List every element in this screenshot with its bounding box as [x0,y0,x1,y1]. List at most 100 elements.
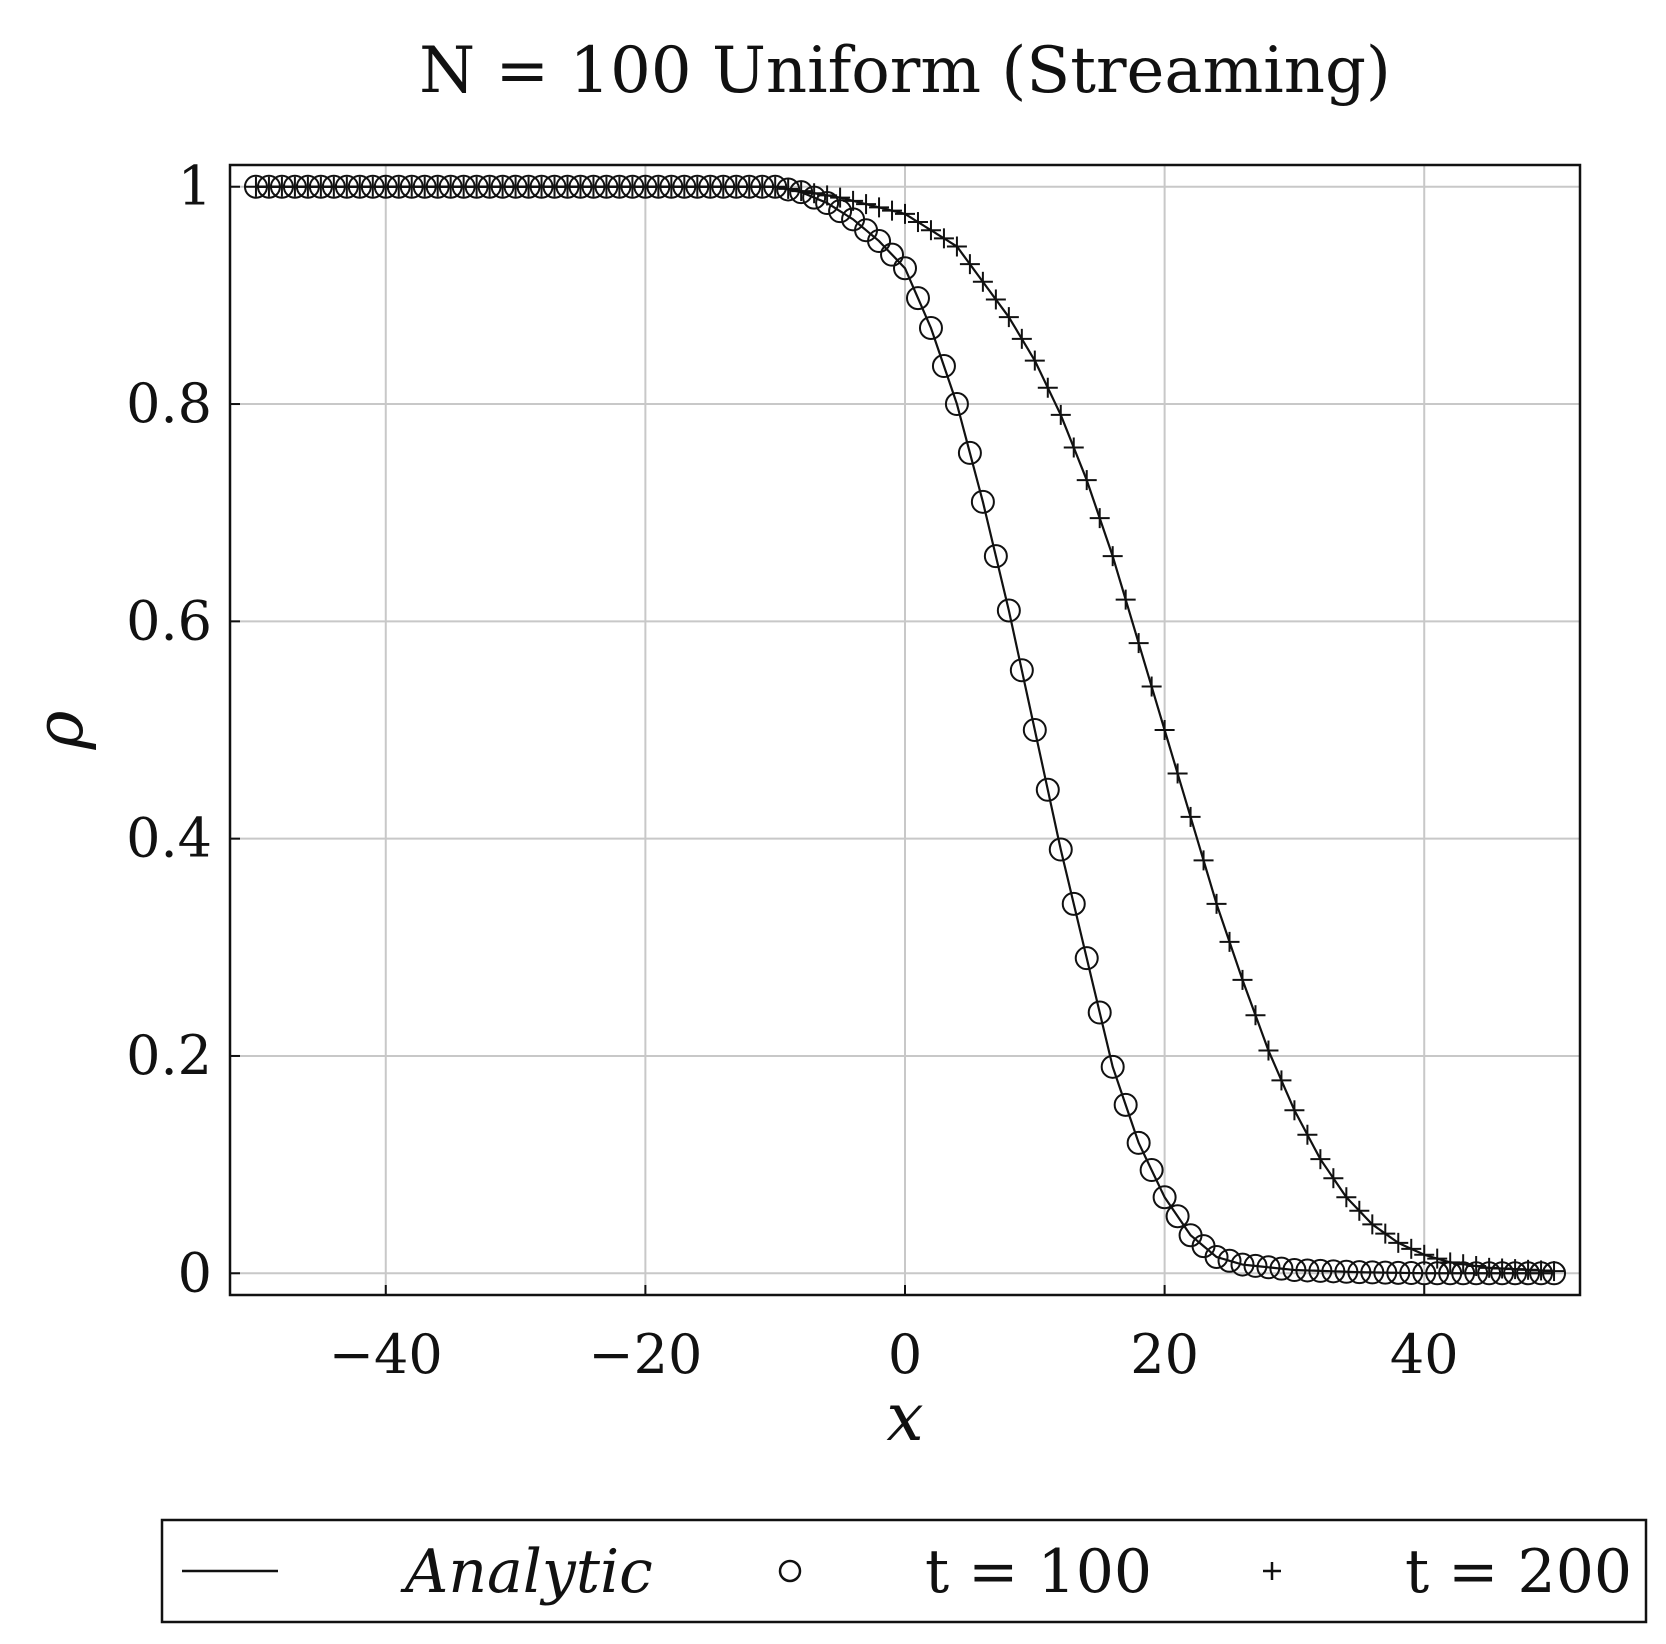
marker-t100 [1243,1253,1268,1278]
marker-t100 [931,354,956,379]
marker-t200 [1271,1070,1292,1091]
marker-t100 [1295,1258,1320,1283]
marker-t100 [776,177,801,202]
y-axis-label: ρ [21,710,98,750]
marker-t100 [1022,718,1047,742]
marker-t100 [1165,1204,1190,1229]
x-tick-label: 40 [1390,1323,1459,1386]
marker-t100 [957,440,982,465]
marker-t200 [804,183,825,204]
marker-t200 [1128,633,1149,654]
marker-t200 [1037,377,1058,398]
data-markers [243,174,1567,1286]
x-tick-label: 20 [1130,1323,1199,1386]
marker-t200 [1336,1187,1357,1208]
marker-t200 [920,220,941,241]
marker-t200 [1349,1200,1370,1221]
marker-t200 [1180,806,1201,827]
marker-t200 [882,200,903,221]
marker-t100 [1113,1092,1138,1117]
legend: Analytic t = 100 t = 200 [160,1518,1648,1624]
marker-t200 [1362,1214,1383,1235]
marker-t100 [983,544,1008,569]
marker-t200 [1193,850,1214,871]
grid [230,165,1580,1295]
marker-t100 [1204,1244,1229,1269]
y-tick-label: 0.2 [126,1024,212,1087]
marker-t200 [933,228,954,249]
marker-t200 [1310,1149,1331,1170]
y-tick-label: 0.4 [126,807,212,870]
marker-t200 [1063,437,1084,458]
marker-t200 [843,190,864,211]
legend-box [160,1518,1648,1624]
marker-t100 [1347,1260,1372,1285]
marker-t100 [867,229,892,254]
axis-ticks: −40 −20 0 20 40 0 0.2 0.4 0.6 0.8 1 [126,155,1458,1386]
marker-t200 [817,185,838,206]
marker-t200 [1154,720,1175,740]
marker-t200 [778,178,799,199]
legend-t200-label: t = 200 [1405,1537,1632,1607]
marker-t200 [907,212,928,233]
marker-t100 [1100,1054,1125,1079]
marker-t100 [1009,658,1034,683]
marker-t100 [996,598,1021,623]
marker-t100 [970,489,995,514]
legend-circle-swatch [778,1559,802,1583]
marker-t100 [905,286,930,311]
legend-t100-label: t = 100 [925,1537,1152,1607]
marker-t100 [1282,1258,1307,1283]
marker-t200 [998,307,1019,328]
marker-t100 [944,392,969,417]
y-tick-label: 0.6 [126,589,212,652]
marker-t200 [1323,1168,1344,1189]
marker-t200 [1297,1124,1318,1145]
marker-t200 [946,236,967,257]
marker-t200 [1102,546,1123,567]
marker-t100 [1373,1260,1398,1285]
marker-t100 [1230,1252,1255,1277]
marker-t200 [1167,763,1188,784]
chart-title: N = 100 Uniform (Streaming) [419,34,1391,108]
marker-t200 [1115,589,1136,610]
marker-t200 [1089,508,1110,529]
marker-t200 [959,254,980,275]
marker-t100 [1256,1255,1281,1280]
marker-t100 [1139,1158,1164,1183]
marker-t200 [1219,931,1240,952]
marker-t200 [1453,1254,1474,1275]
marker-t100 [1061,891,1086,916]
marker-t200 [1375,1223,1396,1244]
marker-t100 [1399,1261,1424,1286]
marker-t200 [1232,969,1253,990]
marker-t200 [895,203,915,224]
legend-analytic-label: Analytic [400,1537,653,1607]
marker-t100 [1217,1248,1242,1273]
marker-t100 [1308,1258,1333,1283]
x-tick-label: −40 [329,1323,443,1386]
marker-t200 [1206,893,1227,914]
marker-t100 [1035,777,1060,802]
marker-t200 [765,176,786,197]
marker-t200 [1011,328,1032,349]
marker-t100 [1074,946,1099,971]
marker-t200 [856,194,877,215]
marker-t200 [1466,1256,1487,1277]
marker-t100 [1152,1185,1177,1210]
legend-plus-swatch [1263,1562,1281,1580]
marker-t100 [1360,1260,1385,1285]
marker-t200 [972,271,993,292]
marker-t200 [1024,350,1045,371]
marker-t100 [918,315,943,340]
marker-t200 [1076,470,1097,491]
marker-t200 [791,181,812,202]
marker-t100 [1386,1260,1411,1285]
marker-t200 [1141,676,1162,697]
marker-t200 [1427,1248,1448,1269]
marker-t100 [1334,1259,1359,1284]
y-tick-label: 0.8 [126,372,212,435]
marker-t200 [985,289,1006,310]
marker-t200 [1388,1232,1409,1253]
marker-t200 [830,187,851,208]
